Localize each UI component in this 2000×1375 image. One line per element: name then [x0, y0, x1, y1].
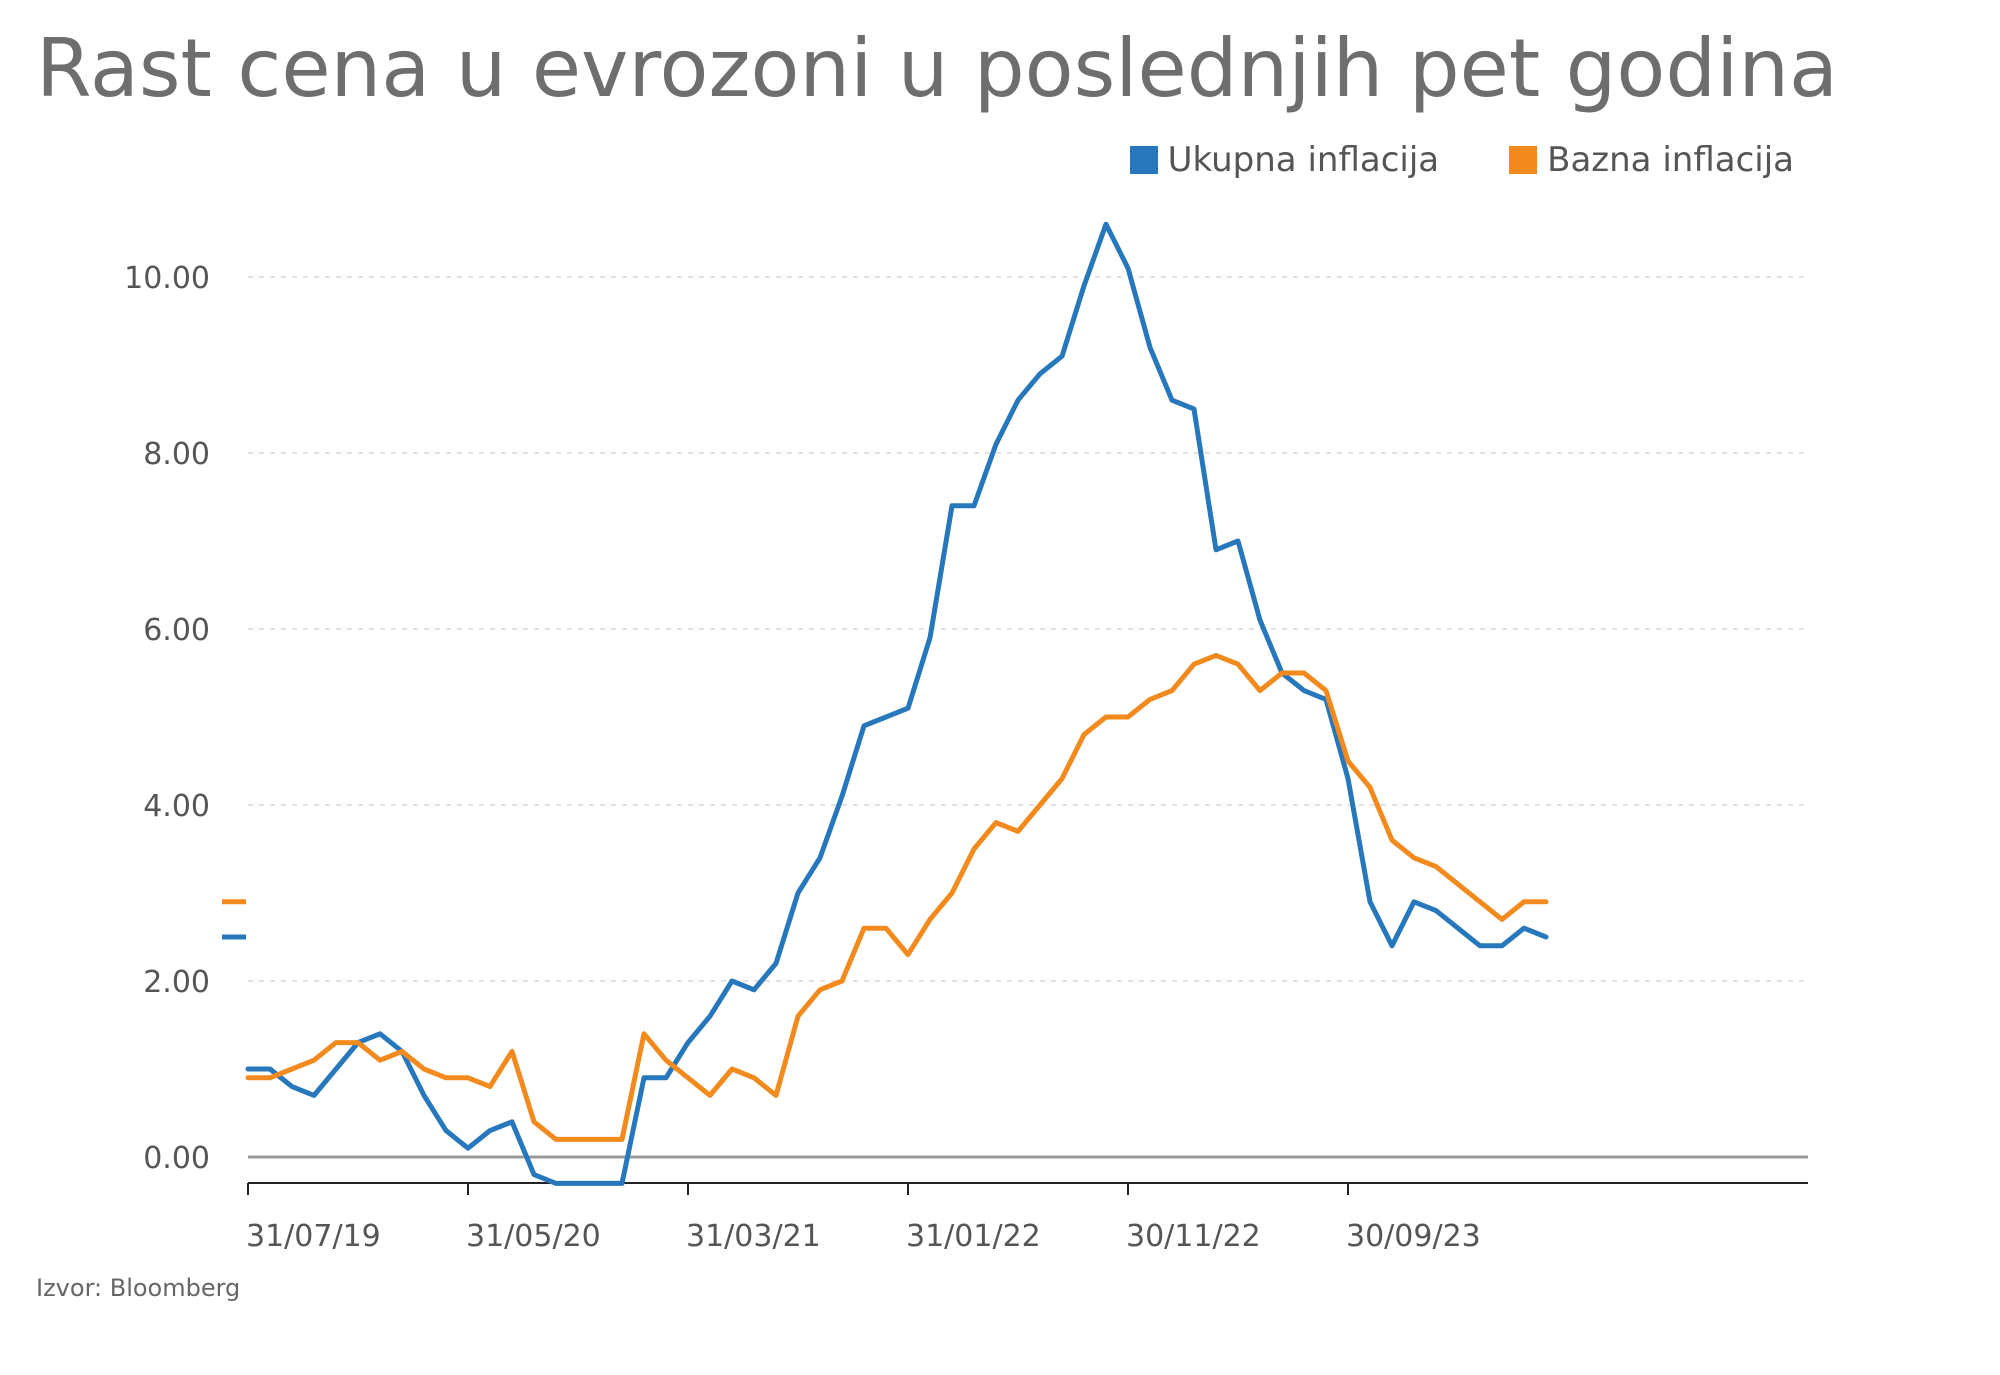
y-tick-label: 4.00 [143, 789, 210, 824]
legend-swatch-ukupna [1129, 146, 1158, 174]
x-tick-label: 30/09/23 [1346, 1219, 1481, 1254]
series-lines [245, 221, 1549, 1186]
y-axis-ticks: 0.00 2.00 4.00 6.00 8.00 10.00 [124, 261, 210, 1176]
x-tick-label: 30/11/22 [1126, 1219, 1261, 1254]
source-note: Izvor: Bloomberg [36, 1274, 241, 1302]
y-tick-label: 8.00 [143, 437, 210, 472]
chart-title: Rast cena u evrozoni u poslednjih pet go… [36, 22, 1839, 115]
legend-item-bazna: Bazna inflacija [1509, 140, 1794, 180]
chart-legend: Ukupna inflacija Bazna inflacija [1129, 140, 1794, 180]
legend-label-ukupna: Ukupna inflacija [1167, 140, 1440, 180]
y-tick-label: 2.00 [143, 965, 210, 1000]
grid-lines [248, 276, 1808, 1159]
x-tick-label: 31/01/22 [906, 1219, 1041, 1254]
legend-swatch-bazna [1509, 146, 1538, 174]
x-axis-ticks: 31/07/19 31/05/20 31/03/21 31/01/22 30/11/22… [246, 1183, 1481, 1254]
last-value-markers [222, 899, 246, 940]
x-tick-label: 31/03/21 [686, 1219, 821, 1254]
x-tick-label: 31/05/20 [466, 1219, 601, 1254]
legend-item-ukupna: Ukupna inflacija [1129, 140, 1440, 180]
y-tick-label: 0.00 [143, 1141, 210, 1176]
series-line-bazna [245, 652, 1549, 1142]
legend-label-bazna: Bazna inflacija [1547, 140, 1794, 180]
x-tick-label: 31/07/19 [246, 1219, 381, 1254]
y-tick-label: 10.00 [124, 261, 210, 296]
series-line-ukupna [245, 221, 1549, 1186]
y-tick-label: 6.00 [143, 613, 210, 648]
